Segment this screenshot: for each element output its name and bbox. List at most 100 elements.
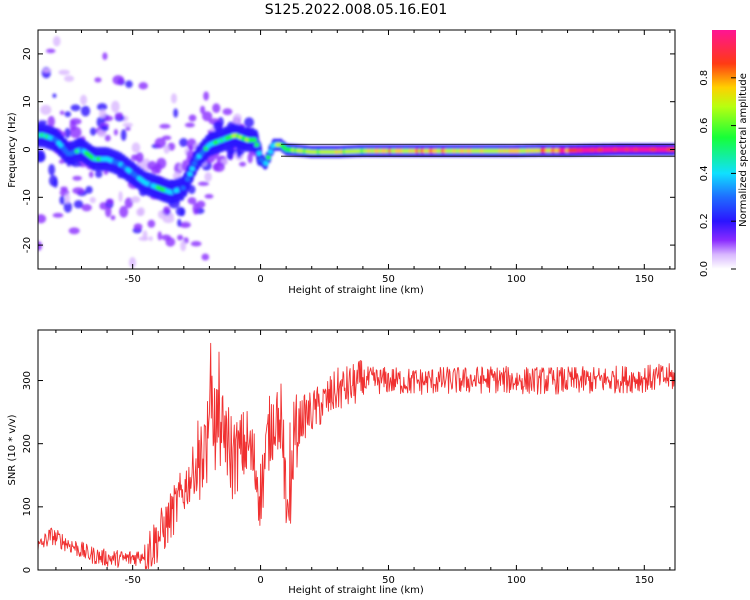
spectrogram-blobs	[38, 36, 675, 268]
spectrogram-noise-cell	[63, 201, 73, 213]
spectrogram-ridge-cell	[268, 149, 273, 155]
spectrogram-noise-cell	[95, 170, 103, 178]
spectrogram-noise-cell	[130, 196, 141, 203]
snr-ticks: -50 0 50 100 150 0 100 200 300	[22, 330, 675, 586]
snr-xtick-label: 0	[257, 575, 263, 586]
spectrogram-noise-cell	[177, 218, 182, 227]
spectrogram-xlabel: Height of straight line (km)	[288, 285, 424, 296]
spectrogram-noise-cell	[135, 152, 144, 163]
spectrogram-noise-cell	[59, 110, 65, 115]
spectrogram-noise-cell	[177, 234, 184, 241]
spectrogram-noise-cell	[138, 236, 149, 241]
spectrogram-noise-cell	[94, 77, 102, 83]
spectrogram-heatmap	[38, 36, 675, 268]
spectrogram-noise-cell	[179, 221, 191, 228]
spectrogram-noise-cell	[52, 212, 64, 218]
spectrogram-ridge-cell	[256, 151, 262, 156]
spectrogram-noise-cell	[179, 208, 186, 217]
spectrogram-noise-cell	[38, 241, 43, 251]
colorbar-tick-label: 0.6	[699, 118, 710, 134]
spectrogram-noise-cell	[38, 214, 47, 224]
spectrogram-ylabel: Frequency (Hz)	[7, 112, 18, 188]
spectrogram-noise-cell	[80, 94, 88, 106]
spectrogram-noise-cell	[138, 82, 148, 90]
spectrogram-ridge-cell	[189, 166, 195, 172]
spectrogram-noise-cell	[184, 122, 195, 128]
spectrogram-noise-cell	[81, 204, 92, 212]
spectrogram-noise-cell	[202, 111, 213, 122]
spectrogram-noise-cell	[204, 194, 214, 199]
spectrogram-noise-cell	[179, 137, 188, 148]
spectrogram-noise-cell	[102, 52, 108, 61]
spectrogram-noise-cell	[42, 68, 52, 73]
spectrogram-noise-cell	[60, 186, 68, 191]
spectrogram-noise-cell	[105, 198, 114, 205]
spectrogram-noise-cell	[80, 105, 91, 117]
spectrogram-noise-cell	[48, 163, 56, 176]
spectrogram-noise-cell	[187, 197, 197, 205]
spectrogram-noise-cell	[38, 151, 46, 163]
spectrogram-noise-cell	[72, 187, 85, 195]
spectrogram-noise-cell	[47, 115, 55, 128]
spectrogram-noise-cell	[136, 208, 144, 217]
spectrogram-noise-cell	[98, 109, 107, 119]
spectrogram-noise-cell	[200, 105, 206, 115]
spectrogram-noise-cell	[103, 170, 109, 175]
spectrogram-noise-cell	[128, 257, 137, 268]
colorbar-ticks: 0.0 0.2 0.4 0.6 0.8	[699, 70, 736, 277]
spectrogram-noise-cell	[226, 152, 234, 160]
spectrogram-noise-cell	[131, 142, 141, 153]
spectrogram-noise-cell	[125, 126, 131, 131]
spectrogram-noise-cell	[72, 175, 82, 181]
snr-xtick-label: 150	[635, 575, 654, 586]
spectrogram-noise-cell	[114, 112, 124, 119]
snr-xtick-label: -50	[124, 575, 140, 586]
spectrogram-noise-cell	[212, 103, 221, 113]
spectrogram-noise-cell	[112, 75, 125, 85]
spectrogram-noise-cell	[118, 191, 123, 202]
spectrogram-noise-cell	[52, 93, 57, 98]
spectrogram-ytick-label: 0	[22, 146, 33, 152]
spectrogram-noise-cell	[190, 241, 202, 247]
spectrogram-noise-cell	[70, 104, 81, 112]
spectrogram-noise-cell	[45, 48, 56, 54]
spectrogram-noise-cell	[147, 160, 157, 171]
spectrogram-noise-cell	[64, 193, 70, 204]
spectrogram-noise-cell	[133, 223, 143, 231]
spectrogram-noise-cell	[125, 80, 133, 88]
spectrogram-noise-cell	[157, 231, 162, 241]
spectrogram-noise-cell	[58, 69, 70, 76]
colorbar: 0.0 0.2 0.4 0.6 0.8 Normalized spectral ampl…	[699, 30, 749, 277]
snr-series-line	[38, 342, 675, 570]
spectrogram-noise-cell	[59, 195, 65, 205]
spectrogram-noise-cell	[188, 114, 197, 122]
snr-ytick-label: 200	[22, 434, 33, 453]
spectrogram-ytick-label: -10	[22, 189, 33, 205]
snr-ytick-label: 300	[22, 371, 33, 390]
spectrogram-ridge-cell	[180, 185, 186, 191]
spectrogram-noise-cell	[110, 215, 116, 221]
snr-ytick-label: 100	[22, 497, 33, 516]
snr-ylabel: SNR (10 * v/v)	[7, 414, 18, 485]
spectrogram-noise-cell	[239, 161, 247, 167]
snr-frame	[37, 329, 676, 571]
spectrogram-panel: -50 0 50 100 150 -20 -10 0 10 20 Height of straig…	[7, 29, 676, 296]
spectrogram-noise-cell	[38, 120, 48, 125]
spectrogram-noise-cell	[99, 202, 108, 210]
spectrogram-noise-cell	[170, 93, 177, 104]
colorbar-label: Normalized spectral amplitude	[738, 73, 749, 227]
spectrogram-noise-cell	[88, 171, 94, 178]
spectrogram-noise-cell	[154, 137, 166, 149]
spectrogram-noise-cell	[196, 200, 206, 209]
spectrogram-ytick-label: 20	[22, 48, 33, 61]
spectrogram-noise-cell	[97, 129, 107, 138]
spectrogram-noise-cell	[148, 236, 153, 242]
snr-xtick-label: 100	[507, 575, 526, 586]
spectrogram-noise-cell	[119, 205, 129, 218]
spectrogram-noise-cell	[113, 129, 118, 136]
spectrogram-noise-cell	[155, 162, 162, 174]
colorbar-gradient	[712, 30, 736, 269]
spectrogram-noise-cell	[120, 129, 127, 141]
spectrogram-noise-cell	[147, 219, 156, 228]
spectrogram-noise-cell	[161, 135, 172, 141]
